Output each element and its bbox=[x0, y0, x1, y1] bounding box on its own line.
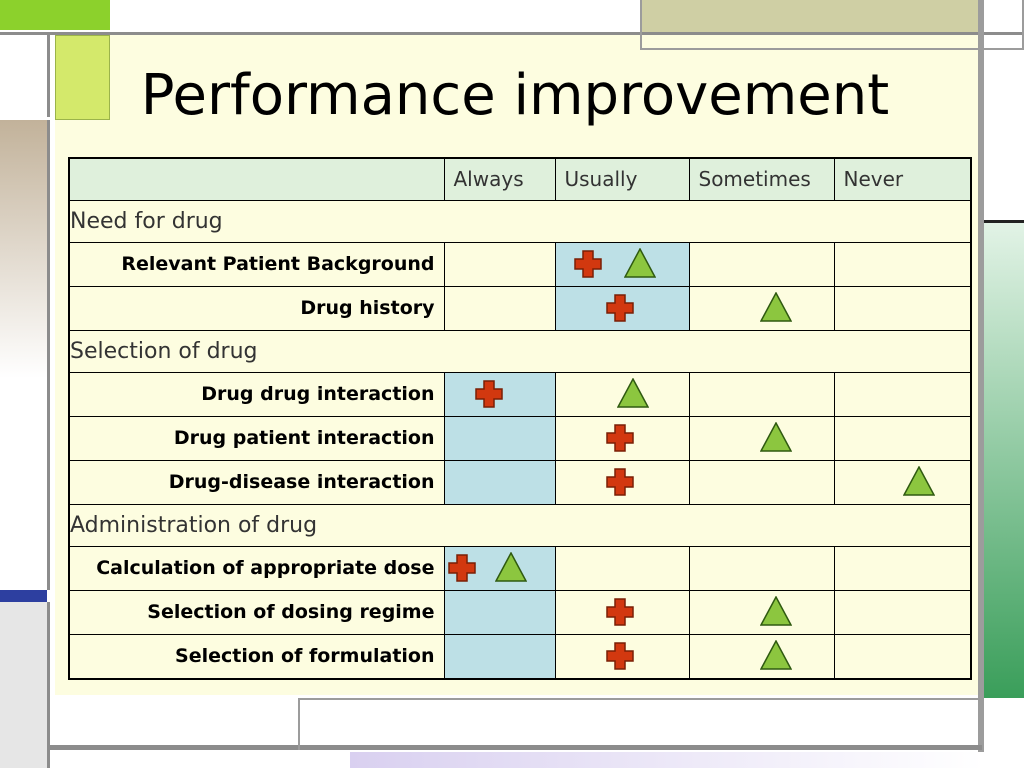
table-row: Drug history bbox=[68, 285, 972, 331]
row-label: Selection of dosing regime bbox=[68, 589, 445, 635]
cross-marker-icon bbox=[605, 293, 634, 322]
rating-cell bbox=[688, 241, 835, 287]
performance-table: Always Usually Sometimes Never Need for … bbox=[68, 157, 972, 680]
table-row: Selection of formulation bbox=[68, 633, 972, 679]
cross-marker-icon bbox=[605, 423, 634, 452]
background-top-line bbox=[0, 32, 1024, 35]
rating-cell bbox=[554, 415, 690, 461]
column-header-label: Never bbox=[843, 167, 904, 192]
background-top-right-outline bbox=[640, 0, 1024, 50]
rating-cell bbox=[443, 371, 556, 417]
column-header-label: Usually bbox=[564, 167, 638, 192]
rating-cell bbox=[688, 633, 835, 679]
rating-cell bbox=[833, 285, 972, 331]
rating-cell bbox=[443, 545, 556, 591]
rating-cell bbox=[833, 545, 972, 591]
rating-cell bbox=[554, 633, 690, 679]
header-empty-cell bbox=[68, 157, 445, 201]
cross-marker-icon bbox=[447, 553, 476, 582]
row-label: Drug history bbox=[68, 285, 445, 331]
background-left-tan-gradient bbox=[0, 120, 50, 590]
rating-cell bbox=[833, 459, 972, 505]
row-label: Calculation of appropriate dose bbox=[68, 545, 445, 591]
column-header-label: Sometimes bbox=[698, 167, 811, 192]
cross-marker-icon bbox=[474, 379, 503, 408]
background-bottom-lavender bbox=[350, 752, 984, 768]
cross-marker-icon bbox=[573, 249, 602, 278]
row-label: Drug patient interaction bbox=[68, 415, 445, 461]
rating-cell bbox=[833, 589, 972, 635]
rating-cell bbox=[554, 285, 690, 331]
row-label: Relevant Patient Background bbox=[68, 241, 445, 287]
table-row: Drug-disease interaction bbox=[68, 459, 972, 505]
rating-cell bbox=[688, 285, 835, 331]
background-top-right-olive bbox=[640, 0, 978, 32]
triangle-marker-icon bbox=[623, 246, 656, 278]
table-row: Calculation of appropriate dose bbox=[68, 545, 972, 591]
triangle-marker-icon bbox=[759, 594, 792, 626]
triangle-marker-icon bbox=[759, 638, 792, 670]
background-left-bottom-box bbox=[0, 602, 50, 768]
row-label: Drug drug interaction bbox=[68, 371, 445, 417]
rating-cell bbox=[833, 241, 972, 287]
cross-marker-icon bbox=[605, 641, 634, 670]
column-header-sometimes: Sometimes bbox=[688, 157, 835, 201]
section-heading: Selection of drug bbox=[68, 329, 972, 373]
rating-cell bbox=[833, 371, 972, 417]
triangle-marker-icon bbox=[759, 420, 792, 452]
column-header-always: Always bbox=[443, 157, 556, 201]
background-right-divider bbox=[978, 0, 984, 768]
background-right-gradient bbox=[984, 220, 1024, 698]
background-lime-block bbox=[55, 35, 110, 120]
rating-cell bbox=[833, 415, 972, 461]
rating-cell bbox=[688, 545, 835, 591]
row-label: Selection of formulation bbox=[68, 633, 445, 679]
rating-cell bbox=[443, 415, 556, 461]
triangle-marker-icon bbox=[616, 376, 649, 408]
rating-cell bbox=[688, 415, 835, 461]
background-left-navy-bar bbox=[0, 590, 47, 602]
section-heading: Administration of drug bbox=[68, 503, 972, 547]
section-row: Need for drug bbox=[68, 199, 972, 243]
rating-cell bbox=[443, 285, 556, 331]
section-heading: Need for drug bbox=[68, 199, 972, 243]
table-row: Drug patient interaction bbox=[68, 415, 972, 461]
rating-cell bbox=[554, 241, 690, 287]
rating-cell bbox=[443, 589, 556, 635]
slide-title: Performance improvement bbox=[140, 63, 890, 128]
triangle-marker-icon bbox=[902, 464, 935, 496]
rating-cell bbox=[688, 459, 835, 505]
column-header-label: Always bbox=[453, 167, 524, 192]
rating-cell bbox=[443, 459, 556, 505]
cross-marker-icon bbox=[605, 597, 634, 626]
column-header-never: Never bbox=[833, 157, 972, 201]
rating-cell bbox=[443, 633, 556, 679]
rating-cell bbox=[688, 371, 835, 417]
rating-cell bbox=[554, 545, 690, 591]
rating-cell bbox=[443, 241, 556, 287]
section-row: Administration of drug bbox=[68, 503, 972, 547]
background-top-left-box bbox=[0, 35, 50, 117]
background-bottom-line bbox=[50, 745, 984, 750]
triangle-marker-icon bbox=[494, 550, 527, 582]
cross-marker-icon bbox=[605, 467, 634, 496]
table-row: Drug drug interaction bbox=[68, 371, 972, 417]
background-bottom-outline bbox=[298, 698, 984, 750]
row-label: Drug-disease interaction bbox=[68, 459, 445, 505]
triangle-marker-icon bbox=[759, 290, 792, 322]
rating-cell bbox=[554, 459, 690, 505]
section-row: Selection of drug bbox=[68, 329, 972, 373]
rating-cell bbox=[833, 633, 972, 679]
table-header-row: Always Usually Sometimes Never bbox=[68, 157, 972, 201]
table-row: Relevant Patient Background bbox=[68, 241, 972, 287]
rating-cell bbox=[554, 371, 690, 417]
rating-cell bbox=[554, 589, 690, 635]
background-top-left-green bbox=[0, 0, 110, 30]
table-row: Selection of dosing regime bbox=[68, 589, 972, 635]
column-header-usually: Usually bbox=[554, 157, 690, 201]
rating-cell bbox=[688, 589, 835, 635]
